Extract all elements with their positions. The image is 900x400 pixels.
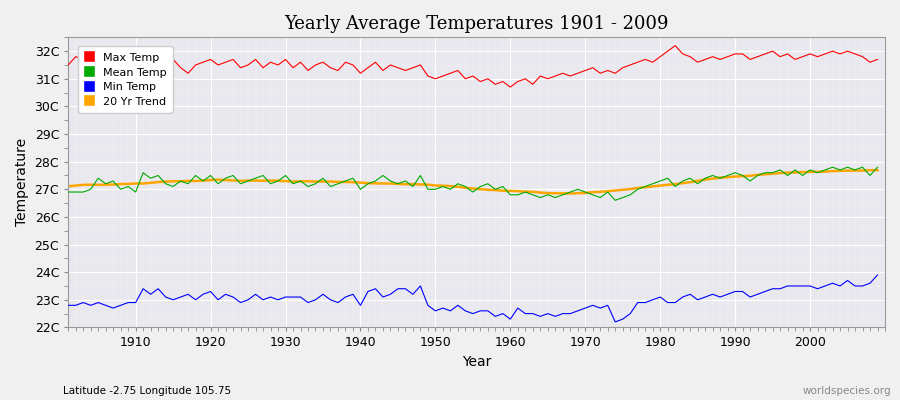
Title: Yearly Average Temperatures 1901 - 2009: Yearly Average Temperatures 1901 - 2009 [284,15,669,33]
Legend: Max Temp, Mean Temp, Min Temp, 20 Yr Trend: Max Temp, Mean Temp, Min Temp, 20 Yr Tre… [77,46,173,113]
Y-axis label: Temperature: Temperature [15,138,29,226]
Text: worldspecies.org: worldspecies.org [803,386,891,396]
Text: Latitude -2.75 Longitude 105.75: Latitude -2.75 Longitude 105.75 [63,386,231,396]
X-axis label: Year: Year [462,355,491,369]
